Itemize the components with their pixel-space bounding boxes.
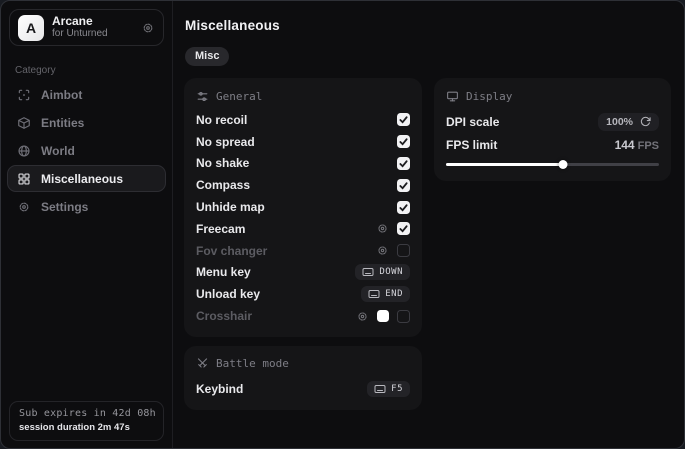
sync-icon[interactable] (141, 21, 155, 35)
slider-thumb[interactable] (558, 159, 568, 169)
settings-gear-icon[interactable] (356, 310, 369, 323)
battle-mode-panel-header: Battle mode (196, 354, 410, 374)
general-panel: General No recoil No spread No shake (184, 78, 422, 337)
sidebar-item-aimbot[interactable]: Aimbot (7, 81, 166, 108)
setting-row-crosshair[interactable]: Crosshair (196, 305, 410, 327)
fps-limit-slider[interactable] (446, 159, 659, 169)
sidebar-item-settings[interactable]: Settings (7, 193, 166, 220)
sliders-icon (196, 90, 209, 103)
cube-icon (17, 116, 31, 130)
sidebar-item-world[interactable]: World (7, 137, 166, 164)
setting-row-no-recoil[interactable]: No recoil (196, 109, 410, 131)
general-panel-header: General (196, 86, 410, 106)
battle-mode-panel: Battle mode Keybind F5 (184, 345, 422, 410)
sidebar: A Arcane for Unturned Category (1, 1, 173, 448)
crosshair-icon (17, 88, 31, 102)
sidebar-item-label: Settings (41, 199, 89, 214)
tab-bar: Misc (185, 46, 671, 66)
checkbox[interactable] (397, 244, 410, 258)
app-subtitle: for Unturned (52, 28, 108, 39)
app-logo: A (18, 14, 44, 41)
sidebar-item-label: World (41, 143, 75, 158)
setting-row-fov-changer[interactable]: Fov changer (196, 240, 410, 262)
logo-letter: A (25, 19, 37, 36)
keyboard-icon (374, 384, 386, 394)
color-swatch[interactable] (377, 310, 389, 323)
setting-row-compass[interactable]: Compass (196, 174, 410, 196)
setting-row-freecam[interactable]: Freecam (196, 218, 410, 240)
session-duration-text: session duration 2m 47s (19, 422, 130, 433)
page-title: Miscellaneous (185, 18, 280, 33)
fps-limit-value: 144 FPS (614, 138, 659, 152)
sidebar-item-label: Entities (41, 115, 85, 130)
setting-row-keybind[interactable]: Keybind F5 (196, 377, 410, 401)
refresh-icon[interactable] (640, 116, 651, 127)
sidebar-item-label: Aimbot (41, 87, 83, 102)
sidebar-item-entities[interactable]: Entities (7, 109, 166, 136)
checkbox[interactable] (397, 156, 410, 170)
setting-row-menu-key[interactable]: Menu key DOWN (196, 262, 410, 284)
setting-row-unload-key[interactable]: Unload key END (196, 283, 410, 305)
keybind-badge[interactable]: END (361, 286, 410, 303)
checkbox[interactable] (397, 309, 410, 323)
checkbox[interactable] (397, 222, 410, 236)
checkbox[interactable] (397, 200, 410, 214)
category-label: Category (15, 65, 56, 76)
keyboard-icon (368, 289, 380, 299)
gear-icon (17, 200, 31, 214)
sidebar-nav: Aimbot Entities World (1, 81, 172, 220)
checkbox[interactable] (397, 135, 410, 149)
checkbox[interactable] (397, 178, 410, 192)
dpi-scale-control[interactable]: 100% (598, 112, 659, 131)
keybind-badge[interactable]: DOWN (355, 264, 410, 281)
display-panel-header: Display (446, 86, 659, 106)
swords-icon (196, 357, 209, 370)
keybind-badge[interactable]: F5 (367, 380, 410, 397)
settings-gear-icon[interactable] (376, 244, 389, 257)
brand-card: A Arcane for Unturned (9, 9, 164, 46)
subscription-info: Sub expires in 42d 08h session duration … (9, 401, 164, 441)
tab-misc[interactable]: Misc (185, 47, 230, 66)
setting-row-dpi-scale: DPI scale 100% (446, 109, 659, 134)
setting-row-no-spread[interactable]: No spread (196, 131, 410, 153)
globe-icon (17, 144, 31, 158)
monitor-icon (446, 90, 459, 103)
settings-gear-icon[interactable] (376, 222, 389, 235)
display-panel: Display DPI scale 100% (434, 78, 671, 181)
setting-row-unhide-map[interactable]: Unhide map (196, 196, 410, 218)
sub-expiry-text: Sub expires in 42d 08h (19, 408, 156, 419)
keyboard-icon (362, 267, 374, 277)
grid-icon (17, 172, 31, 186)
slider-fill (446, 163, 564, 166)
setting-row-fps-limit: FPS limit 144 FPS (446, 138, 659, 152)
app-name: Arcane (52, 14, 93, 28)
checkbox[interactable] (397, 113, 410, 127)
setting-row-no-shake[interactable]: No shake (196, 153, 410, 175)
sidebar-item-label: Miscellaneous (41, 171, 124, 186)
main-content: Miscellaneous Misc General (173, 1, 684, 448)
sidebar-item-miscellaneous[interactable]: Miscellaneous (7, 165, 166, 192)
